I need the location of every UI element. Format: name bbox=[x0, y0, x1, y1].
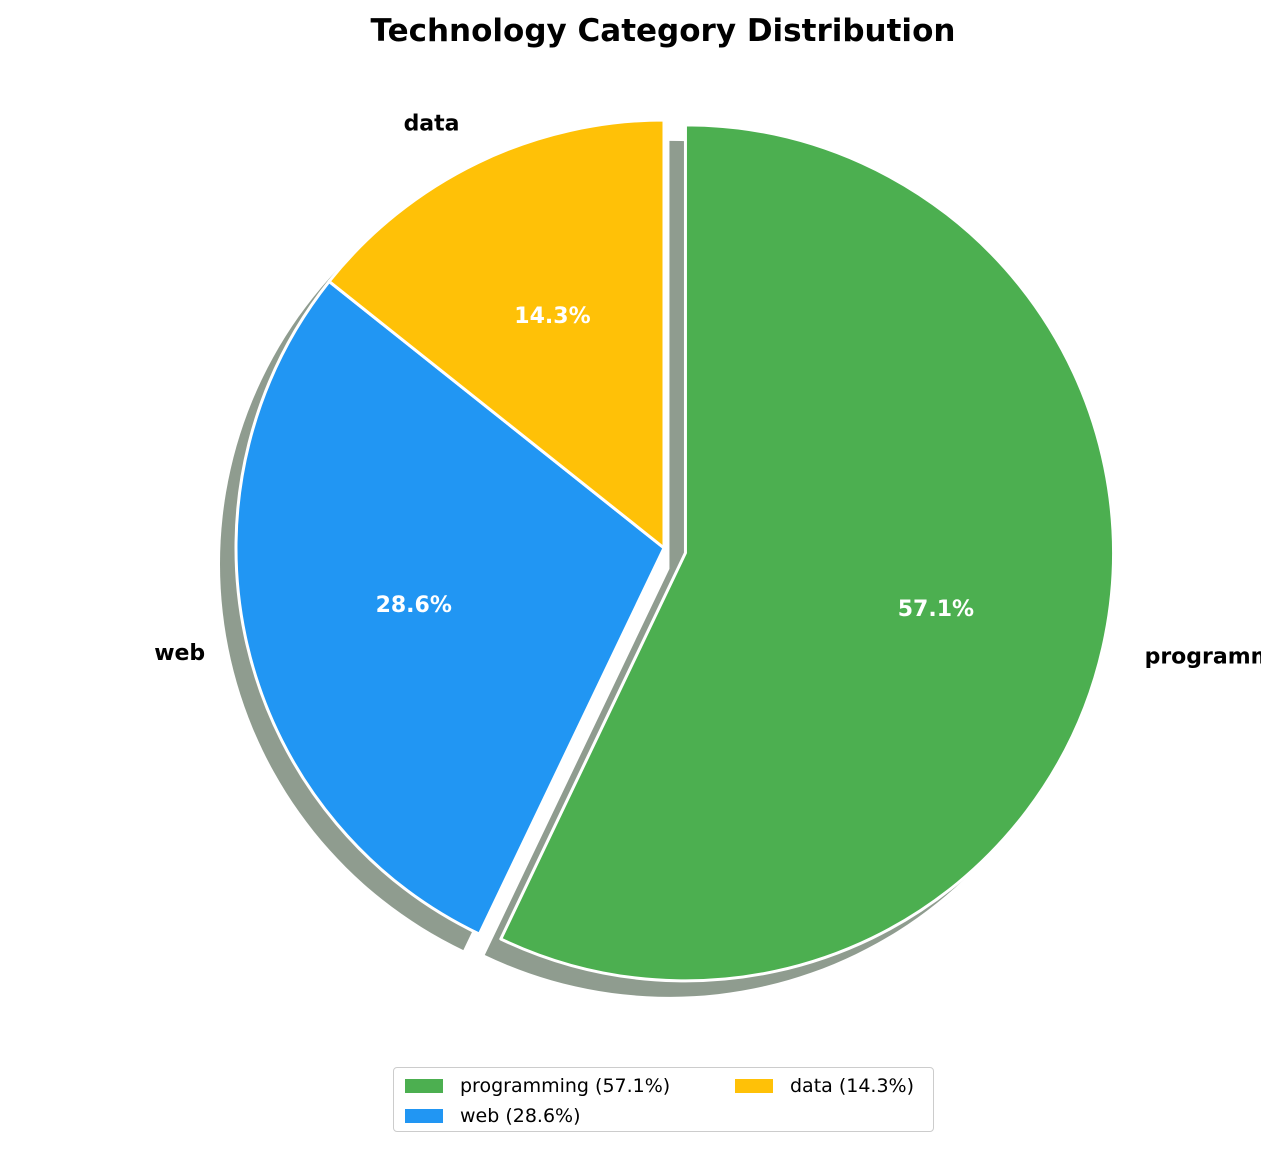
legend-item-data: data (14.3%) bbox=[735, 1075, 914, 1097]
slice-data bbox=[327, 118, 666, 550]
pct-label-programming: 57.1% bbox=[898, 597, 974, 622]
pct-label-data: 14.3% bbox=[514, 304, 590, 329]
legend-item-programming: programming (57.1%) bbox=[405, 1075, 670, 1097]
legend-text-web: web (28.6%) bbox=[460, 1105, 581, 1127]
slice-layer bbox=[234, 118, 1115, 983]
slice-label-data: data bbox=[404, 111, 460, 136]
legend: programming (57.1%) web (28.6%) data (14… bbox=[393, 1067, 934, 1132]
legend-swatch-web bbox=[405, 1109, 443, 1123]
chart-title: Technology Category Distribution bbox=[371, 13, 956, 49]
slice-label-programming: programming bbox=[1145, 645, 1261, 670]
legend-swatch-data bbox=[735, 1079, 773, 1093]
pct-label-web: 28.6% bbox=[376, 593, 452, 618]
legend-text-programming: programming (57.1%) bbox=[460, 1075, 671, 1097]
label-layer: 57.1% programming 28.6% web 14.3% data bbox=[154, 111, 1261, 669]
legend-item-web: web (28.6%) bbox=[405, 1105, 581, 1127]
legend-swatch-programming bbox=[405, 1079, 443, 1093]
legend-text-data: data (14.3%) bbox=[790, 1075, 915, 1097]
slice-programming bbox=[499, 123, 1115, 983]
slice-label-web: web bbox=[154, 641, 205, 666]
slice-web bbox=[234, 279, 666, 936]
